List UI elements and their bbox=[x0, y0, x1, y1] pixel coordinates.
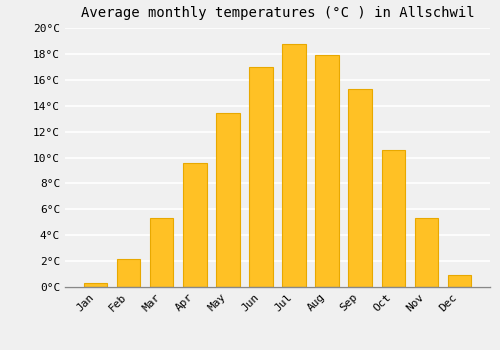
Bar bbox=[216, 113, 240, 287]
Bar bbox=[250, 67, 272, 287]
Bar bbox=[348, 89, 372, 287]
Title: Average monthly temperatures (°C ) in Allschwil: Average monthly temperatures (°C ) in Al… bbox=[80, 6, 474, 20]
Bar bbox=[316, 55, 338, 287]
Bar bbox=[184, 163, 206, 287]
Bar bbox=[282, 43, 306, 287]
Bar bbox=[150, 218, 174, 287]
Bar bbox=[84, 283, 108, 287]
Bar bbox=[448, 275, 470, 287]
Bar bbox=[414, 218, 438, 287]
Bar bbox=[382, 150, 404, 287]
Bar bbox=[118, 259, 141, 287]
